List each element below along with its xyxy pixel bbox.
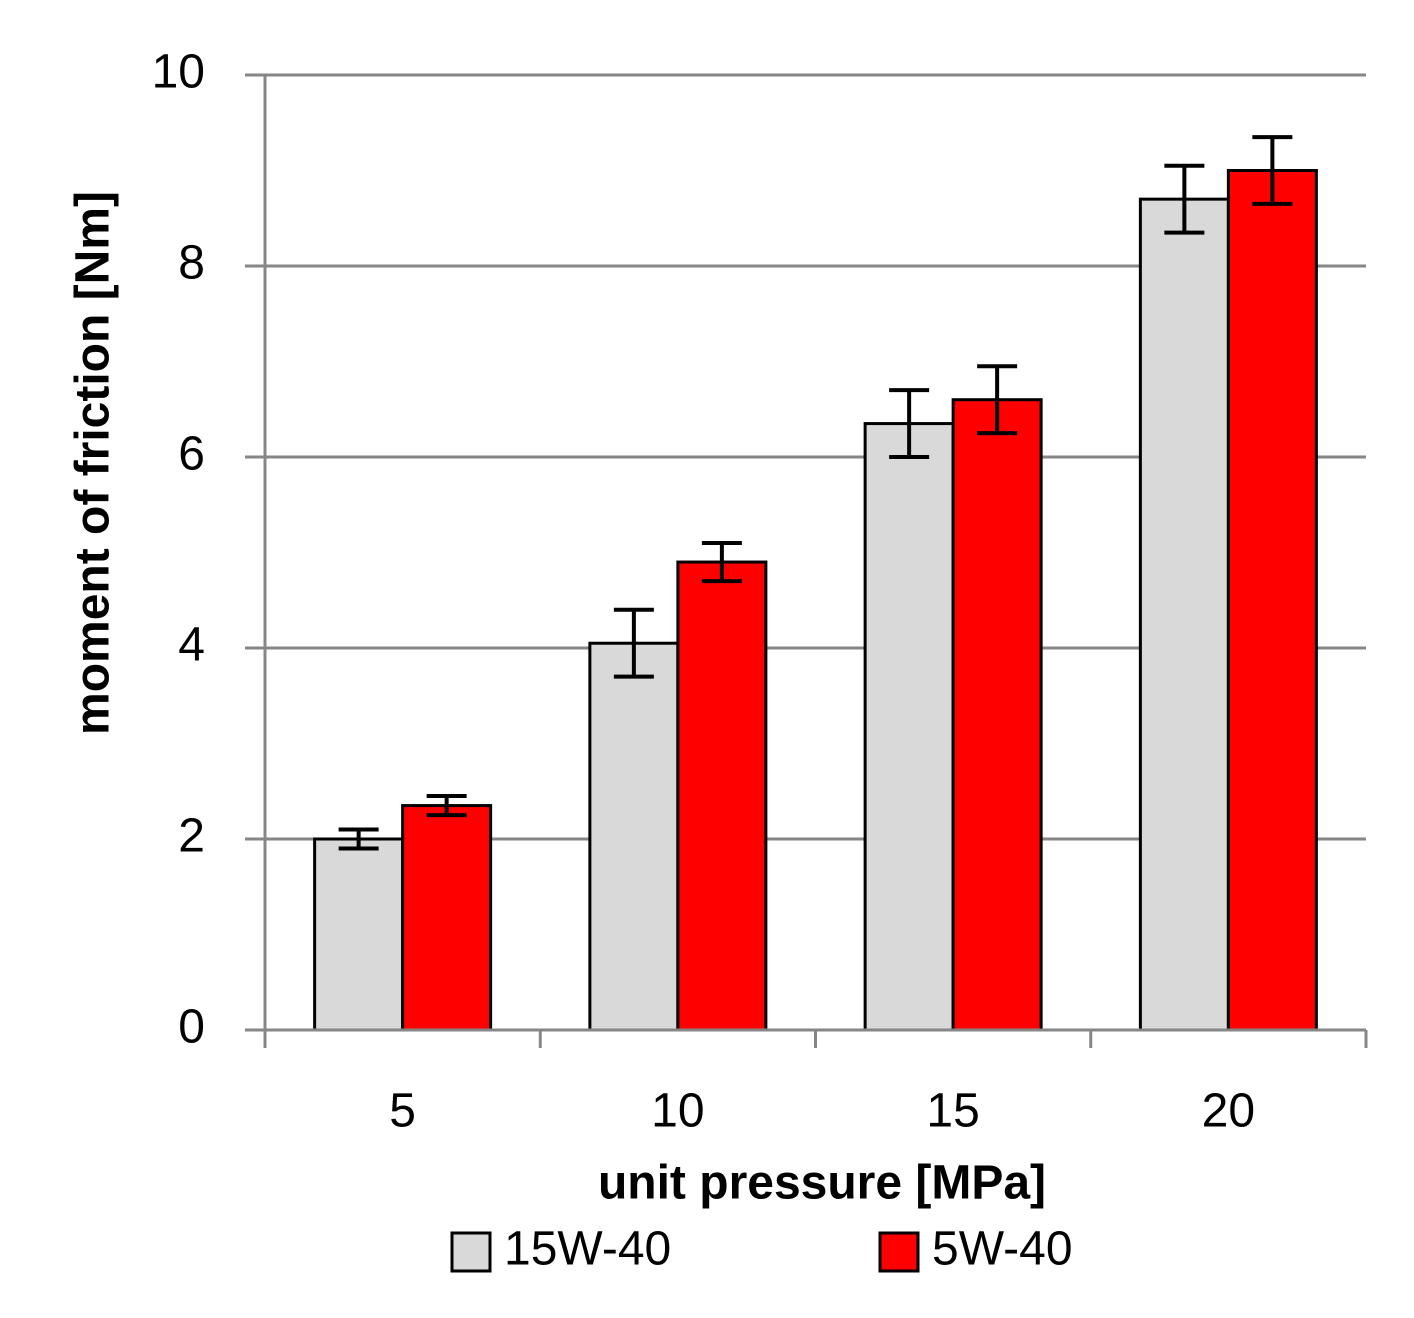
bar-15W-40-20 [1138, 197, 1230, 1032]
y-tick-label: 4 [178, 619, 205, 672]
bars [313, 169, 1318, 1032]
error-bar-15W-40-10 [613, 607, 654, 679]
x-tick-label: 15 [926, 1085, 979, 1138]
error-bar-5W-40-20 [1252, 135, 1293, 206]
x-tick-label: 5 [389, 1085, 416, 1138]
error-bar-5W-40-15 [977, 364, 1018, 436]
bar-5W-40-5 [401, 804, 493, 1032]
tick-labels: 0 2 4 6 8 10 5 10 15 20 [152, 46, 1255, 1138]
y-tick-label: 8 [178, 237, 205, 290]
x-tick-label: 20 [1202, 1085, 1255, 1138]
error-bar-15W-40-15 [889, 388, 930, 459]
legend-item-5W-40: 5W-40 [878, 1223, 1073, 1276]
error-bars [338, 135, 1293, 851]
legend-item-15W-40: 15W-40 [450, 1223, 671, 1276]
bar-15W-40-15 [863, 422, 955, 1032]
y-tick-label: 10 [152, 46, 205, 99]
bar-15W-40-10 [588, 641, 680, 1032]
legend: 15W-40 5W-40 [450, 1223, 1073, 1276]
y-tick-label: 0 [178, 1001, 205, 1054]
y-axis-title: moment of friction [Nm] [67, 191, 120, 735]
y-tick-label: 2 [178, 810, 205, 863]
legend-label: 15W-40 [504, 1223, 671, 1276]
axes [245, 75, 1366, 1032]
x-tick-label: 10 [651, 1085, 704, 1138]
legend-swatch [450, 1231, 492, 1273]
bar-5W-40-20 [1226, 169, 1318, 1032]
bar-5W-40-15 [951, 398, 1043, 1032]
error-bar-15W-40-20 [1164, 163, 1205, 235]
error-bar-15W-40-5 [338, 827, 379, 851]
legend-swatch [878, 1231, 920, 1273]
legend-label: 5W-40 [932, 1223, 1073, 1276]
bar-5W-40-10 [676, 560, 768, 1032]
x-axis-title: unit pressure [MPa] [598, 1157, 1046, 1210]
error-bar-5W-40-5 [426, 794, 467, 818]
error-bar-5W-40-10 [701, 540, 742, 584]
bar-15W-40-5 [313, 837, 405, 1032]
y-tick-label: 6 [178, 428, 205, 481]
